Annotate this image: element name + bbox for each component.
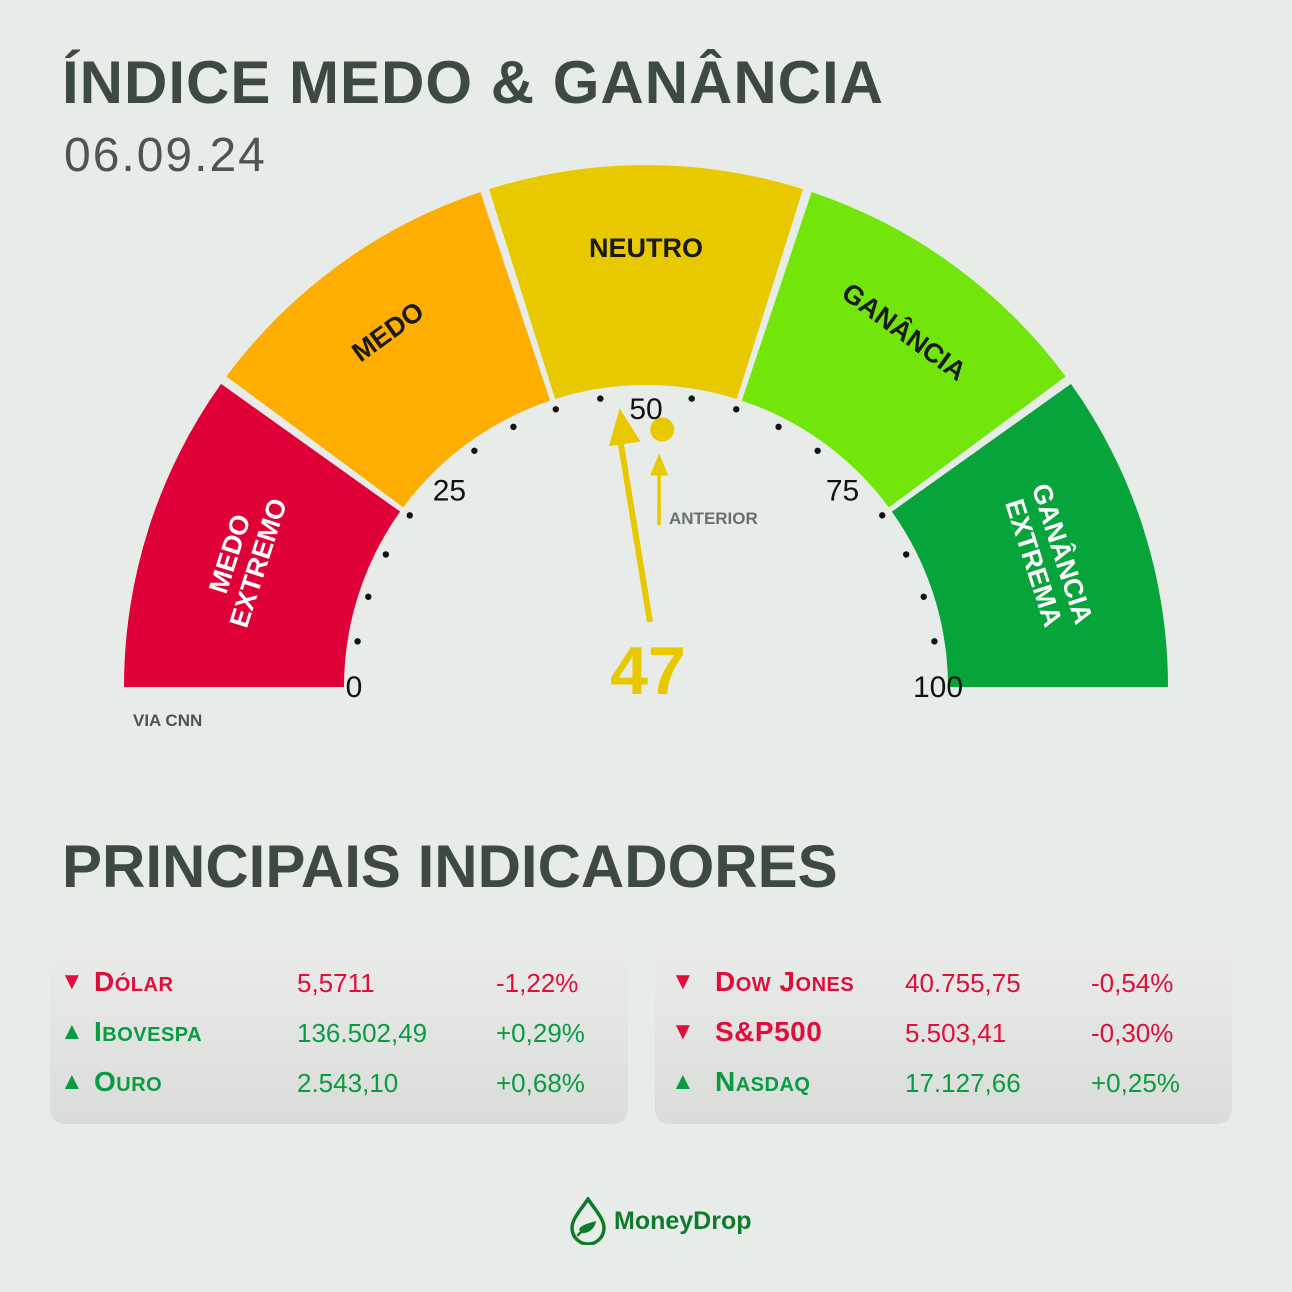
- gauge-segment: [124, 383, 401, 687]
- indicator-row: ▲ Ibovespa 136.502,49 +0,29%: [50, 1012, 628, 1052]
- gauge-segment: [891, 383, 1168, 687]
- gauge-dot: [902, 551, 910, 558]
- previous-marker: [650, 417, 675, 442]
- direction-arrow-icon: ▲: [60, 1068, 84, 1095]
- indicator-change: +0,29%: [496, 1018, 585, 1048]
- indicators-panel-right: ▼ Dow Jones 40.755,75 -0,54% ▼ S&P500 5.…: [655, 940, 1232, 1124]
- gauge-dot: [879, 512, 886, 519]
- gauge-tick-label: 100: [913, 671, 963, 704]
- gauge-dot: [597, 395, 604, 402]
- gauge-segment: [741, 191, 1066, 508]
- date-label: 06.09.24: [64, 129, 267, 182]
- indicator-change: -1,22%: [496, 968, 579, 998]
- direction-arrow-icon: ▲: [60, 1018, 84, 1045]
- indicator-name: S&P500: [715, 1016, 823, 1047]
- indicator-value: 40.755,75: [905, 968, 1021, 998]
- indicator-row: ▼ S&P500 5.503,41 -0,30%: [655, 1012, 1232, 1052]
- moneydrop-logo: MoneyDrop: [568, 1196, 752, 1246]
- indicator-name: Nasdaq: [715, 1066, 811, 1097]
- indicator-change: -0,54%: [1091, 968, 1174, 998]
- direction-arrow-icon: ▼: [60, 968, 84, 995]
- gauge-tick-label: 75: [826, 474, 859, 507]
- gauge-dot: [688, 395, 695, 402]
- gauge-dot: [354, 638, 361, 645]
- direction-arrow-icon: ▼: [671, 1018, 695, 1045]
- gauge-dot: [931, 638, 938, 645]
- gauge-dot: [552, 406, 559, 413]
- indicator-row: ▼ Dow Jones 40.755,75 -0,54%: [655, 962, 1232, 1002]
- gauge-dot: [733, 406, 740, 413]
- gauge-segment: [226, 191, 551, 508]
- indicator-name: Dow Jones: [715, 966, 855, 997]
- gauge-segment-label: NEUTRO: [589, 233, 703, 263]
- indicator-name: Ouro: [94, 1066, 163, 1097]
- indicator-change: -0,30%: [1091, 1018, 1174, 1048]
- logo-text: MoneyDrop: [614, 1206, 752, 1235]
- gauge-dot: [510, 423, 517, 431]
- indicator-name: Dólar: [94, 966, 174, 997]
- indicator-value: 5.503,41: [905, 1018, 1007, 1048]
- drop-leaf-icon: [570, 1197, 606, 1245]
- gauge-dot: [471, 447, 478, 454]
- indicators-title: PRINCIPAIS INDICADORES: [62, 833, 838, 900]
- gauge-tick-label: 0: [346, 671, 363, 704]
- current-needle: [616, 435, 653, 623]
- gauge-dot: [814, 447, 821, 454]
- indicator-value: 5,5711: [297, 968, 375, 998]
- indicator-row: ▲ Ouro 2.543,10 +0,68%: [50, 1062, 628, 1102]
- gauge-value-label: 47: [610, 633, 686, 709]
- indicator-change: +0,25%: [1091, 1068, 1180, 1098]
- gauge-dot: [406, 512, 413, 519]
- indicator-value: 136.502,49: [297, 1018, 428, 1048]
- page-title: ÍNDICE MEDO & GANÂNCIA: [62, 49, 885, 116]
- gauge-dot: [382, 551, 390, 558]
- indicator-change: +0,68%: [496, 1068, 585, 1098]
- indicator-value: 2.543,10: [297, 1068, 399, 1098]
- previous-arrow-head: [650, 453, 669, 476]
- indicator-value: 17.127,66: [905, 1068, 1021, 1098]
- indicator-name: Ibovespa: [94, 1016, 203, 1047]
- gauge-dot: [920, 593, 927, 600]
- indicator-row: ▼ Dólar 5,5711 -1,22%: [50, 962, 628, 1002]
- indicators-panel-left: ▼ Dólar 5,5711 -1,22% ▲ Ibovespa 136.502…: [50, 940, 628, 1124]
- gauge-dot: [775, 423, 782, 431]
- previous-label: ANTERIOR: [669, 509, 758, 528]
- fear-greed-gauge: MEDOEXTREMOMEDONEUTROGANÂNCIAGANÂNCIAEXT…: [124, 164, 1168, 709]
- indicator-row: ▲ Nasdaq 17.127,66 +0,25%: [655, 1062, 1232, 1102]
- current-needle-head: [608, 408, 641, 447]
- direction-arrow-icon: ▲: [671, 1068, 695, 1095]
- source-label: VIA CNN: [133, 711, 203, 730]
- direction-arrow-icon: ▼: [671, 968, 695, 995]
- gauge-segment: [489, 164, 803, 399]
- gauge-dot: [365, 593, 372, 600]
- gauge-tick-label: 25: [433, 474, 466, 507]
